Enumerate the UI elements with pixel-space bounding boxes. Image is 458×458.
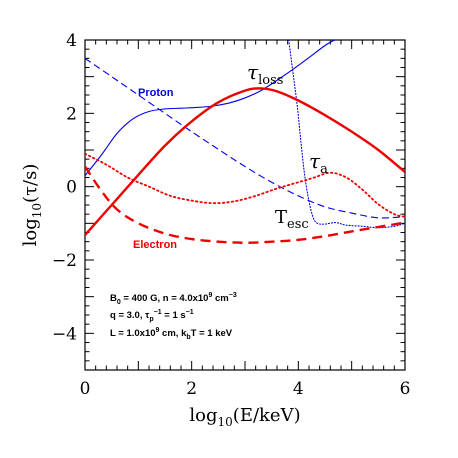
x-tick-label: 6	[400, 379, 411, 399]
ticks	[84, 39, 406, 371]
annotation-line-2: q = 3.0, τp−1 = 1 s−1	[110, 309, 194, 323]
y-tick-label: 4	[66, 31, 77, 51]
annotation-line-3: L = 1.0x109 cm, kbT = 1 keV	[110, 327, 233, 341]
tau-loss-label: τloss	[247, 60, 283, 88]
proton-label: Proton	[138, 87, 174, 99]
tau-a-label: τa	[309, 149, 328, 177]
electron-tau-a-line	[85, 152, 405, 218]
electron-tau-esc-line	[85, 165, 405, 244]
y-tick-label: −2	[52, 251, 77, 271]
t-esc-label: Tesc	[275, 207, 309, 232]
x-axis-title: log10(E/keV)	[189, 405, 300, 429]
x-tick-label: 0	[80, 379, 91, 399]
annotation-line-1: B0 = 400 G, n = 4.0x109 cm−3	[110, 292, 237, 306]
x-tick-label: 4	[293, 379, 304, 399]
curves	[85, 40, 405, 244]
tick-labels: 0 2 4 6 −4 −2 0 2 4	[52, 31, 410, 399]
y-tick-label: 0	[66, 178, 77, 198]
electron-tau-loss-line	[85, 87, 405, 236]
x-tick-label: 2	[186, 379, 197, 399]
y-axis-title: log10(τ/s)	[20, 164, 44, 247]
proton-tau-esc-line	[85, 57, 405, 219]
electron-label: Electron	[133, 239, 177, 251]
y-tick-label: 2	[66, 104, 77, 124]
proton-tau-a-line	[288, 40, 405, 229]
y-tick-label: −4	[52, 324, 77, 344]
